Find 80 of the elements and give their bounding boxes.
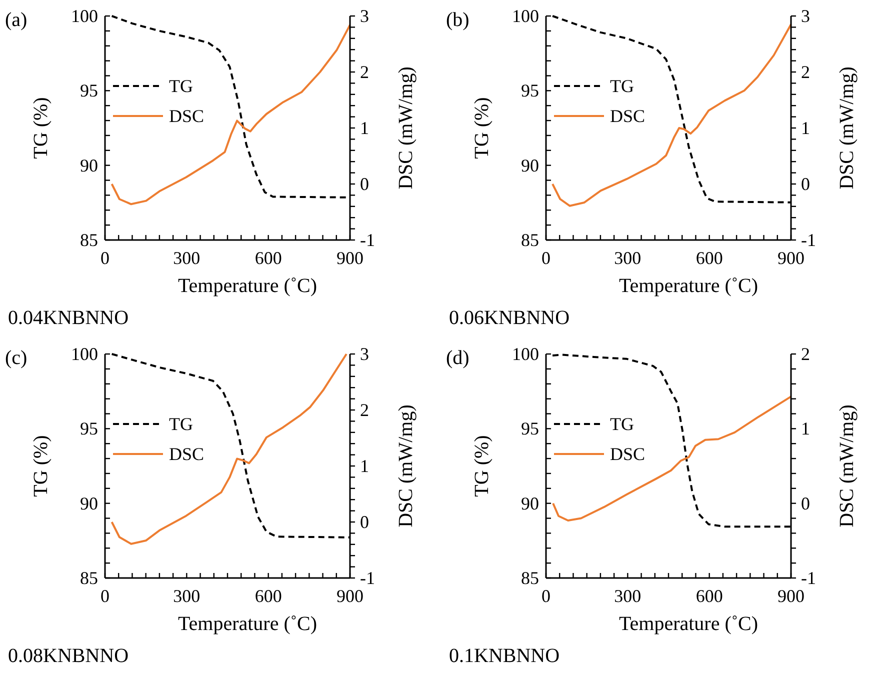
x-tick-label: 0 <box>542 586 550 606</box>
y-tick-label: 100 <box>71 344 98 364</box>
y-axis-title: TG (%) <box>30 435 52 497</box>
y2-axis-title: DSC (mW/mg) <box>395 66 417 190</box>
chart-title: (a) <box>5 9 28 31</box>
y2-axis-title: DSC (mW/mg) <box>836 66 858 190</box>
x-tick-label: 600 <box>696 248 723 268</box>
y2-tick-label: 0 <box>360 174 369 194</box>
y2-tick-label: 2 <box>801 344 810 364</box>
x-tick-label: 300 <box>173 248 200 268</box>
y-axis-title: TG (%) <box>471 435 493 497</box>
y-tick-label: 85 <box>80 568 98 588</box>
x-tick-label: 300 <box>614 248 642 268</box>
y-tick-label: 90 <box>521 155 539 176</box>
y2-tick-label: 2 <box>360 62 369 82</box>
y2-tick-label: 2 <box>801 62 810 82</box>
y-axis-title: TG (%) <box>30 97 52 159</box>
legend-label: DSC <box>610 106 646 126</box>
y2-tick-label: 1 <box>801 418 810 439</box>
y2-axis-title: DSC (mW/mg) <box>836 404 858 528</box>
y2-tick-label: 1 <box>360 456 369 476</box>
y-tick-label: 95 <box>80 80 98 101</box>
y-tick-label: 90 <box>521 493 539 514</box>
x-tick-label: 0 <box>100 586 110 606</box>
y2-tick-label: -1 <box>360 230 375 250</box>
y-tick-label: 90 <box>80 493 98 514</box>
chart-title: (c) <box>5 347 28 369</box>
legend-label: TG <box>610 76 634 96</box>
legend-label: DSC <box>169 444 204 464</box>
y2-tick-label: 0 <box>801 493 810 514</box>
y-tick-label: 100 <box>71 6 98 26</box>
y2-tick-label: 1 <box>801 118 810 138</box>
x-axis-title: Temperature (˚C) <box>618 275 758 297</box>
y-tick-label: 85 <box>80 230 98 250</box>
y-tick-label: 100 <box>512 6 539 26</box>
y2-tick-label: -1 <box>801 568 816 588</box>
y-tick-label: 95 <box>521 418 539 439</box>
x-tick-label: 0 <box>100 248 110 268</box>
text: 0.1KNBNNO <box>449 645 560 667</box>
x-tick-label: 900 <box>336 248 364 268</box>
x-axis-title: Temperature (˚C) <box>178 275 318 297</box>
y2-tick-label: -1 <box>360 568 375 588</box>
y2-tick-label: 0 <box>801 174 810 194</box>
text: 0.08KNBNNO <box>8 645 129 667</box>
x-tick-label: 300 <box>173 586 200 606</box>
x-axis-title: Temperature (˚C) <box>618 613 758 635</box>
y-tick-label: 90 <box>80 155 98 176</box>
legend-label: DSC <box>169 106 204 126</box>
legend-label: TG <box>610 414 634 434</box>
y-axis-title: TG (%) <box>471 97 493 159</box>
y2-tick-label: 3 <box>360 344 369 364</box>
legend-label: DSC <box>610 444 646 464</box>
legend-label: TG <box>169 76 193 96</box>
y2-tick-label: 2 <box>360 400 369 420</box>
line-series <box>552 396 792 522</box>
y-tick-label: 85 <box>521 568 539 588</box>
y2-tick-label: 1 <box>360 118 369 138</box>
text: 0.06KNBNNO <box>449 307 570 329</box>
x-tick-label: 0 <box>542 248 550 268</box>
x-axis-title: Temperature (˚C) <box>178 613 318 635</box>
y-tick-label: 95 <box>521 80 539 101</box>
y2-tick-label: 3 <box>360 6 369 26</box>
chart-title: (d) <box>446 347 470 369</box>
x-tick-label: 900 <box>336 586 364 606</box>
x-tick-label: 300 <box>614 586 642 606</box>
y2-tick-label: 3 <box>801 6 810 26</box>
y2-tick-label: -1 <box>801 230 816 250</box>
text: 0.04KNBNNO <box>8 307 129 329</box>
x-tick-label: 600 <box>254 586 282 606</box>
y-tick-label: 85 <box>521 230 539 250</box>
y-tick-label: 100 <box>512 344 539 364</box>
y2-tick-label: 0 <box>360 512 369 532</box>
legend-label: TG <box>169 414 193 434</box>
chart-title: (b) <box>446 9 470 31</box>
x-tick-label: 600 <box>254 248 282 268</box>
y2-axis-title: DSC (mW/mg) <box>395 404 417 528</box>
x-tick-label: 900 <box>778 248 804 268</box>
y-tick-label: 95 <box>80 418 98 439</box>
x-tick-label: 600 <box>696 586 723 606</box>
x-tick-label: 900 <box>778 586 804 606</box>
